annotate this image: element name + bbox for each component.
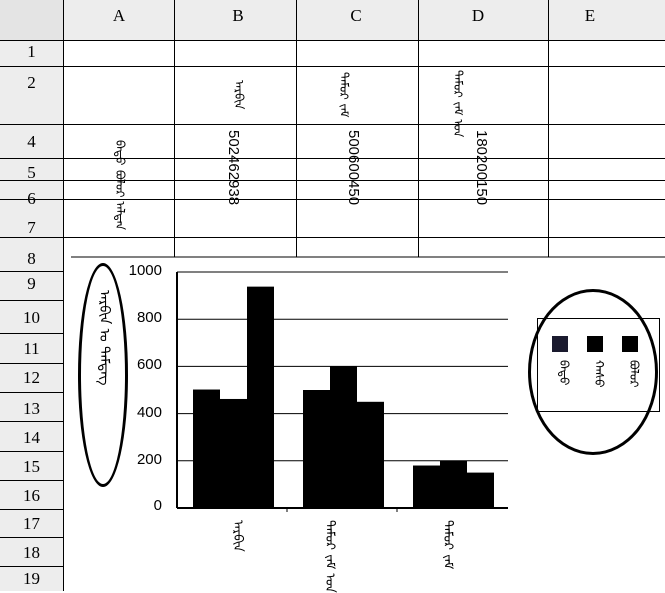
bar-3-cat-1[interactable] xyxy=(247,286,274,508)
y-tick-label: 1000 xyxy=(128,262,162,279)
y-tick-label: 200 xyxy=(136,451,162,468)
row-header-6[interactable]: 6 xyxy=(0,190,63,208)
row-header-12[interactable]: 12 xyxy=(23,368,40,387)
bar-1-cat-2[interactable] xyxy=(303,390,330,508)
bar-3-cat-2[interactable] xyxy=(357,401,384,508)
select-all-corner[interactable] xyxy=(0,0,63,40)
legend-swatch-1 xyxy=(552,336,568,352)
gridline-h xyxy=(0,237,665,238)
column-header-e[interactable]: E xyxy=(584,6,596,25)
y-tick-label: 800 xyxy=(136,309,162,326)
gridline-h xyxy=(0,509,63,510)
bar-2-cat-2[interactable] xyxy=(330,366,357,508)
column-header-a[interactable]: A xyxy=(112,6,126,25)
row-header-1[interactable]: 1 xyxy=(27,42,36,61)
gridline-v xyxy=(548,0,549,257)
gridline-h xyxy=(0,199,665,200)
column-header-d[interactable]: D xyxy=(471,6,485,25)
gridline-h xyxy=(0,180,665,181)
bar-2-cat-1[interactable] xyxy=(220,398,247,508)
y-tick-label: 600 xyxy=(136,356,162,373)
gridline-h xyxy=(0,40,665,41)
y-tick-label: 400 xyxy=(136,404,162,421)
x-category-label: ᠠᠷᠪᠢᠨ xyxy=(230,520,245,552)
row-header-18[interactable]: 18 xyxy=(23,543,40,562)
y-axis-title-ellipse xyxy=(78,263,128,487)
x-category-label: ᠲᠡᠮᠦᠷ ᠵᠠᠮ xyxy=(440,520,455,570)
cell-b4[interactable]: 502462938 xyxy=(225,130,242,206)
column-header-bar xyxy=(0,0,665,40)
cell-d2[interactable]: ᠲᠡᠮᠦᠷ ᠵᠠᠮ ᠤᠨ xyxy=(451,70,465,138)
row-header-bar xyxy=(0,0,63,591)
y-tick-label: 0 xyxy=(153,497,162,514)
bar-2-cat-3[interactable] xyxy=(440,460,467,508)
bar-3-cat-3[interactable] xyxy=(467,472,494,508)
row-header-15[interactable]: 15 xyxy=(23,457,40,476)
gridline-h xyxy=(0,124,665,125)
row-header-10[interactable]: 10 xyxy=(23,308,40,327)
gridline-v xyxy=(174,0,175,257)
cell-a7[interactable]: ᠪᠤᠯᠤᠷ ᠠᠯᠳᠠᠨ xyxy=(113,170,127,231)
gridline-h xyxy=(0,537,63,538)
row-header-13[interactable]: 13 xyxy=(23,399,40,418)
gridline-h xyxy=(0,421,63,422)
row-header-19[interactable]: 19 xyxy=(23,569,40,588)
row-header-16[interactable]: 16 xyxy=(23,486,40,505)
cell-d4[interactable]: 180200150 xyxy=(473,130,490,206)
bar-1-cat-1[interactable] xyxy=(193,389,220,508)
x-category-label: ᠲᠡᠮᠦᠷ ᠵᠠᠮ ᠤᠨ xyxy=(322,520,337,593)
row-header-17[interactable]: 17 xyxy=(23,514,40,533)
row-header-2[interactable]: 2 xyxy=(27,73,36,92)
gridline-h xyxy=(0,158,665,159)
row-header-5[interactable]: 5 xyxy=(27,163,36,182)
gridline-v xyxy=(296,0,297,257)
cell-a4[interactable]: ᠪᠠᠲᠤ xyxy=(113,140,127,166)
legend-label-1: ᠪᠠᠲᠤ xyxy=(557,360,571,386)
cell-c2[interactable]: ᠲᠡᠮᠦᠷ ᠵᠠᠮ xyxy=(337,72,351,118)
gridline-h xyxy=(0,300,63,301)
gridline-h xyxy=(0,392,63,393)
gridline-h xyxy=(0,451,63,452)
column-header-c[interactable]: C xyxy=(350,6,362,25)
gridline-h xyxy=(0,363,63,364)
row-header-8[interactable]: 8 xyxy=(27,249,36,268)
legend[interactable] xyxy=(537,318,660,412)
column-header-b[interactable]: B xyxy=(232,6,244,25)
row-header-14[interactable]: 14 xyxy=(23,428,40,447)
legend-swatch-3 xyxy=(622,336,638,352)
gridline-v xyxy=(63,0,64,591)
y-axis-title: ᠠᠷᠪᠢᠨ ᠤ ᠲᠡᠮᠳᠡᠭ xyxy=(96,290,112,386)
legend-label-2: ᠬᠠᠰᠤ xyxy=(592,360,606,388)
row-header-4[interactable]: 4 xyxy=(27,132,36,151)
legend-swatch-2 xyxy=(587,336,603,352)
legend-ellipse xyxy=(528,289,658,455)
row-header-11[interactable]: 11 xyxy=(23,339,40,358)
gridline-h xyxy=(0,480,63,481)
row-header-9[interactable]: 9 xyxy=(27,274,36,293)
gridline-h xyxy=(0,566,63,567)
legend-label-3: ᠪᠤᠯᠤᠷ xyxy=(627,360,641,388)
cell-c4[interactable]: 500600450 xyxy=(345,130,362,206)
gridline-h xyxy=(0,66,665,67)
gridline-h xyxy=(0,271,63,272)
gridline-v xyxy=(418,0,419,257)
row-header-7[interactable]: 7 xyxy=(27,218,36,237)
bar-1-cat-3[interactable] xyxy=(413,465,440,508)
gridline-h xyxy=(0,333,63,334)
cell-b2[interactable]: ᠠᠷᠪᠢᠨ xyxy=(232,80,246,110)
